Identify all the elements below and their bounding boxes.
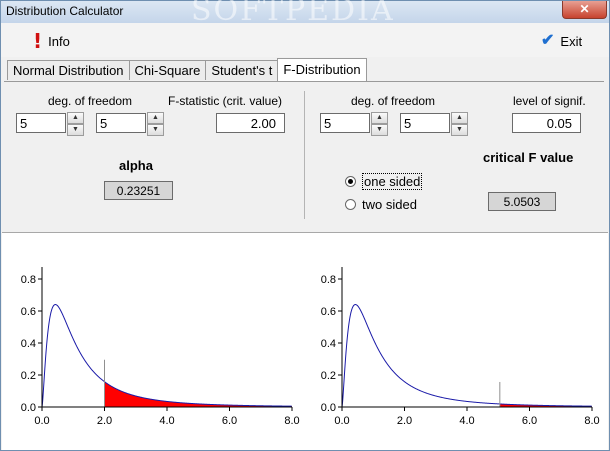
left-dof2-spinner[interactable]: ▲ ▼ [147, 112, 164, 136]
right-dof1-input[interactable]: 5 [320, 113, 370, 133]
critical-f-label: critical F value [483, 150, 574, 165]
left-dof2-input[interactable]: 5 [96, 113, 146, 133]
signif-input[interactable]: 0.05 [512, 113, 581, 133]
alpha-density-plot: 0.0 0.2 0.4 0.6 0.8 0.0 2.0 4.0 6.0 8.0 [21, 267, 300, 427]
right-dof1-spinner[interactable]: ▲ ▼ [371, 112, 388, 136]
radio-one-sided[interactable]: one sided [345, 173, 423, 190]
tab-normal-distribution[interactable]: Normal Distribution [7, 60, 130, 80]
fstat-label: F-statistic (crit. value) [168, 94, 283, 108]
radio-two-sided-label: two sided [362, 197, 417, 212]
x-tick-label: 4.0 [459, 415, 474, 427]
density-curve [41, 304, 292, 407]
radio-unselected-icon[interactable] [345, 199, 356, 210]
x-tick-label: 4.0 [159, 415, 174, 427]
x-tick-label: 0.0 [334, 415, 349, 427]
x-tick-label: 8.0 [584, 415, 599, 427]
y-tick-label: 0.2 [321, 370, 336, 382]
toolbar: ! Info ✔ Exit [1, 23, 609, 57]
checkmark-icon: ✔ [541, 32, 555, 49]
spin-up-icon[interactable]: ▲ [67, 112, 84, 124]
panel-divider [304, 91, 305, 219]
spin-down-icon[interactable]: ▼ [147, 124, 164, 136]
radio-selected-icon[interactable] [345, 176, 356, 187]
radio-two-sided[interactable]: two sided [345, 197, 417, 212]
left-dof1-spinner[interactable]: ▲ ▼ [67, 112, 84, 136]
window-title: Distribution Calculator [6, 4, 124, 18]
y-tick-label: 0.6 [321, 306, 336, 318]
right-dof-label: deg. of freedom [351, 94, 436, 108]
alpha-label: alpha [119, 158, 153, 173]
y-tick-label: 0.8 [21, 274, 36, 286]
x-tick-label: 2.0 [397, 415, 412, 427]
y-tick-label: 0.0 [321, 402, 336, 414]
y-tick-label: 0.4 [321, 338, 336, 350]
critical-f-readout: 5.0503 [488, 192, 556, 211]
tab-students-t[interactable]: Student's t [205, 60, 279, 80]
tab-strip: Normal Distribution Chi-Square Student's… [7, 58, 367, 81]
alpha-readout: 0.23251 [104, 181, 173, 200]
y-tick-label: 0.2 [21, 370, 36, 382]
fstat-input[interactable]: 2.00 [216, 113, 285, 133]
info-label: Info [48, 33, 70, 49]
y-tick-label: 0.8 [321, 274, 336, 286]
exit-button[interactable]: ✔ Exit [541, 33, 582, 49]
spin-down-icon[interactable]: ▼ [67, 124, 84, 136]
exclamation-icon: ! [33, 29, 43, 53]
title-bar[interactable]: Distribution Calculator SOFTPEDIA ✕ [1, 0, 609, 28]
left-dof-label: deg. of freedom [48, 94, 133, 108]
tail-area [104, 381, 292, 407]
tab-f-distribution[interactable]: F-Distribution [277, 58, 367, 81]
y-tick-label: 0.6 [21, 306, 36, 318]
x-tick-label: 6.0 [522, 415, 537, 427]
spin-down-icon[interactable]: ▼ [371, 124, 388, 136]
tab-chi-square[interactable]: Chi-Square [128, 60, 207, 80]
radio-one-sided-label: one sided [362, 173, 423, 190]
exit-label: Exit [560, 33, 583, 49]
y-tick-label: 0.0 [21, 402, 36, 414]
density-curve [341, 304, 592, 407]
plot-area: 0.0 0.2 0.4 0.6 0.8 0.0 2.0 4.0 6.0 8.0 0.0 0.2 0.4… [2, 232, 608, 450]
info-button[interactable]: ! Info [33, 29, 70, 53]
x-tick-label: 0.0 [34, 415, 49, 427]
spin-up-icon[interactable]: ▲ [147, 112, 164, 124]
y-tick-label: 0.4 [21, 338, 36, 350]
right-dof2-spinner[interactable]: ▲ ▼ [451, 112, 468, 136]
right-dof2-input[interactable]: 5 [400, 113, 450, 133]
x-tick-label: 6.0 [222, 415, 237, 427]
spin-up-icon[interactable]: ▲ [371, 112, 388, 124]
x-tick-label: 2.0 [97, 415, 112, 427]
left-dof1-input[interactable]: 5 [16, 113, 66, 133]
critical-density-plot: 0.0 0.2 0.4 0.6 0.8 0.0 2.0 4.0 6.0 8.0 [321, 267, 600, 427]
spin-down-icon[interactable]: ▼ [451, 124, 468, 136]
close-button[interactable]: ✕ [562, 1, 607, 19]
signif-label: level of signif. [513, 94, 586, 108]
spin-up-icon[interactable]: ▲ [451, 112, 468, 124]
x-tick-label: 8.0 [284, 415, 299, 427]
